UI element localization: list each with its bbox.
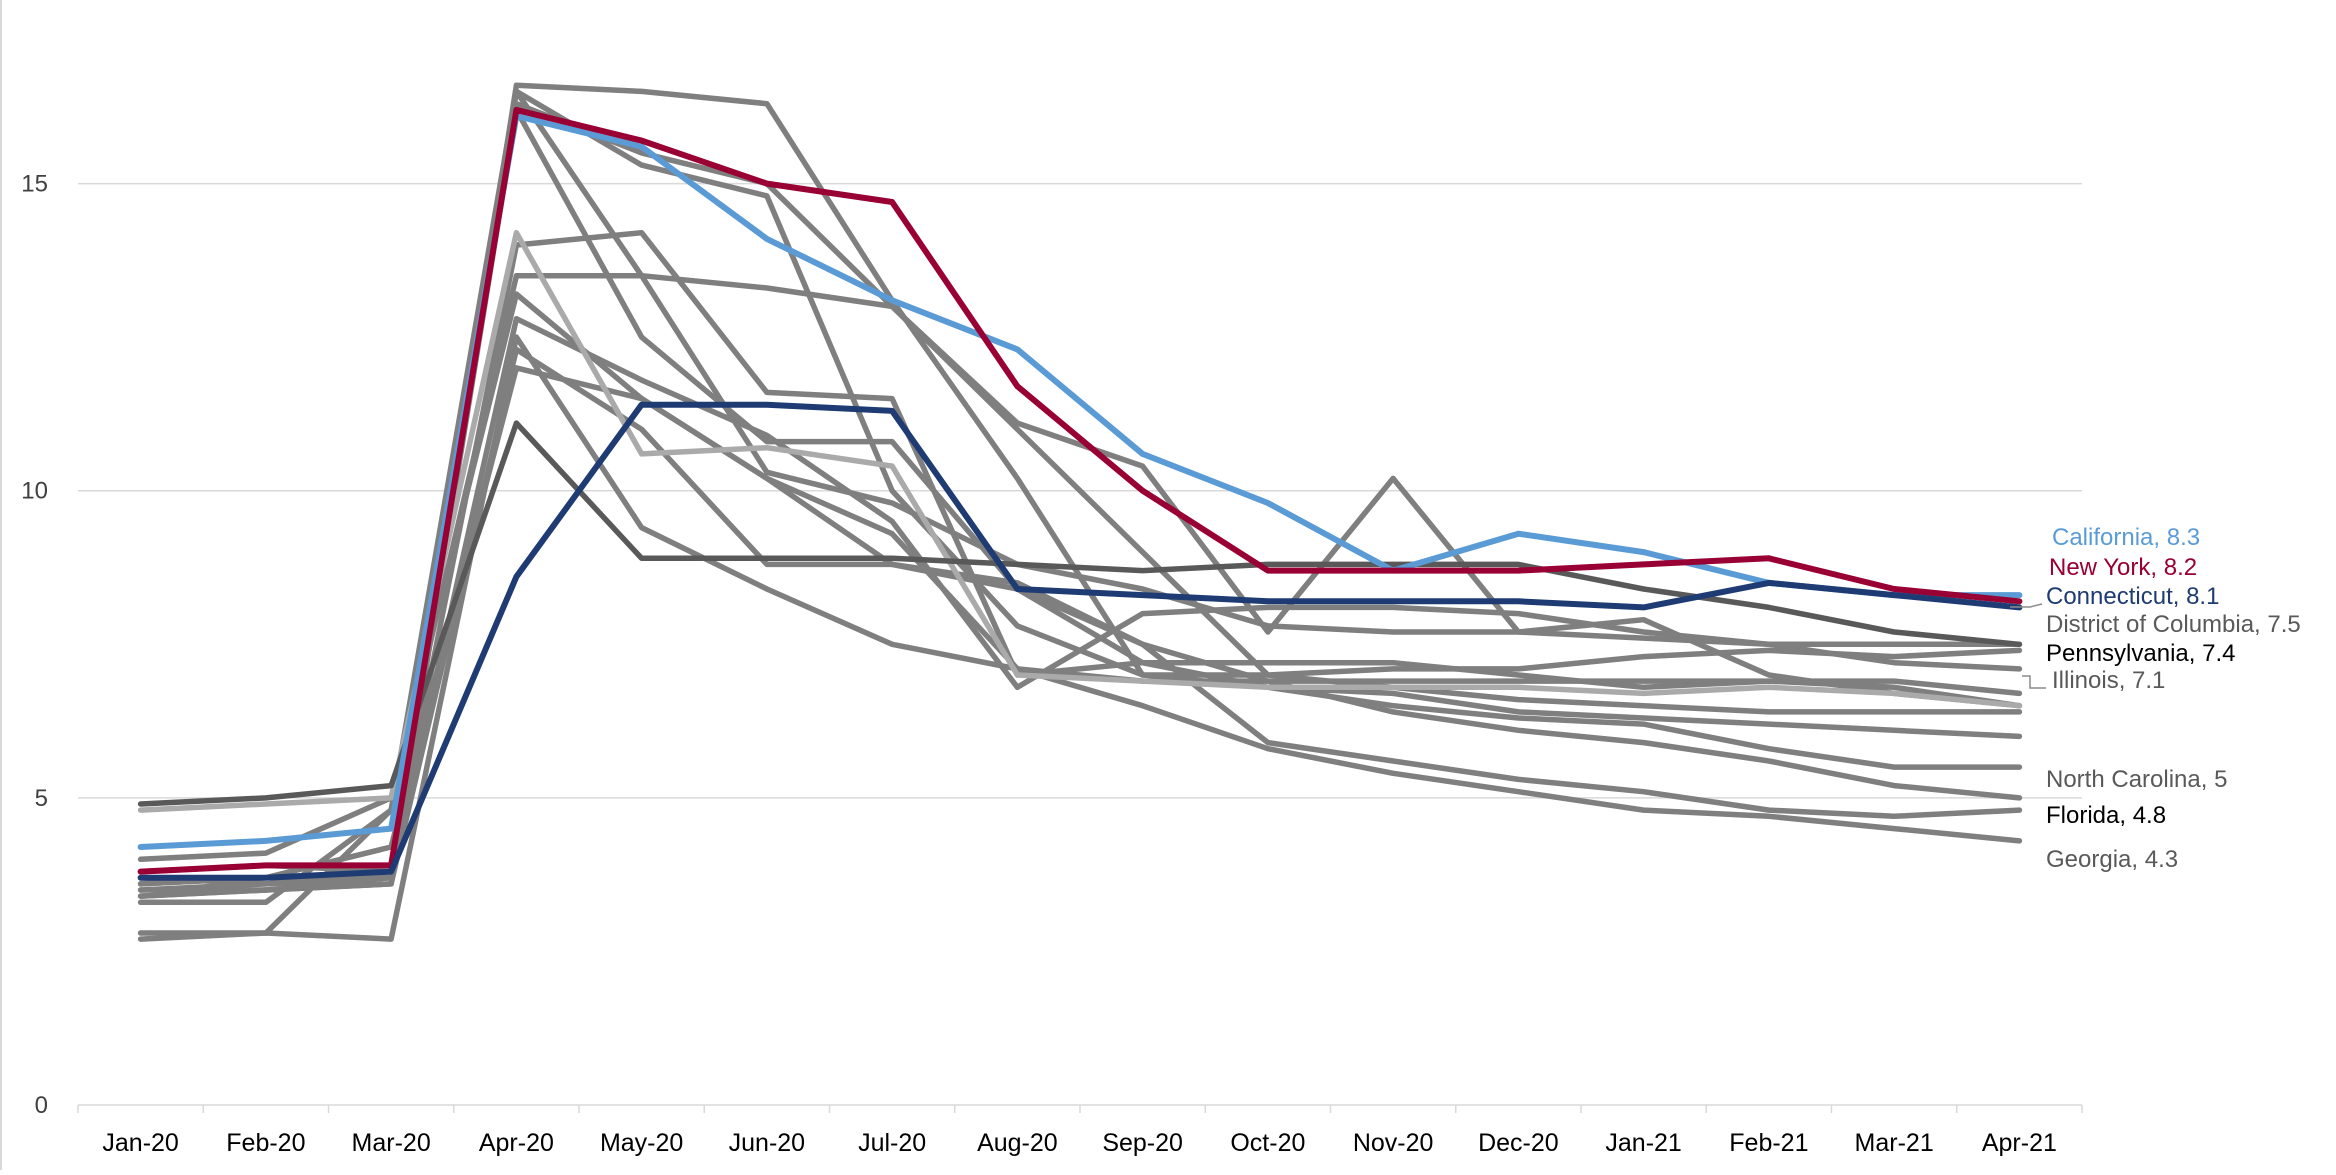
x-tick-label: Sep-20 (1102, 1129, 1183, 1157)
x-tick-label: May-20 (600, 1129, 683, 1157)
series-lines (137, 82, 2023, 942)
x-tick-label: Feb-21 (1729, 1129, 1808, 1157)
x-axis: Jan-20 Feb-20 Mar-20 Apr-20 May-20 Jun-20 Jul-… (77, 1104, 2083, 1157)
x-tick-label: Apr-21 (1982, 1129, 2057, 1157)
x-tick-label: Feb-20 (226, 1129, 305, 1157)
y-tick-label: 5 (35, 785, 48, 812)
end-label: Illinois, 7.1 (2052, 667, 2165, 694)
end-label: Pennsylvania, 7.4 (2046, 640, 2235, 667)
series-line (137, 100, 2023, 887)
end-label: Georgia, 4.3 (2046, 846, 2178, 873)
y-tick-label: 15 (21, 171, 48, 198)
series-line (137, 229, 2023, 875)
leader-line (2022, 675, 2046, 689)
series-line (137, 291, 2023, 863)
end-label: California, 8.3 (2052, 524, 2200, 551)
x-tick-label: Jul-20 (858, 1129, 926, 1157)
y-axis-ticks: 0 5 10 15 (21, 171, 48, 1119)
y-tick-label: 0 (35, 1092, 48, 1119)
series-line (137, 88, 2023, 906)
series-line (137, 401, 2023, 881)
end-label: Connecticut, 8.1 (2046, 583, 2219, 610)
x-tick-label: Jan-20 (102, 1129, 178, 1157)
series-line (137, 229, 2023, 813)
end-label: Florida, 4.8 (2046, 802, 2166, 829)
end-label: District of Columbia, 7.5 (2046, 611, 2301, 638)
series-line (137, 106, 2023, 875)
x-tick-label: Dec-20 (1478, 1129, 1559, 1157)
end-label: North Carolina, 5 (2046, 766, 2227, 793)
x-tick-label: Apr-20 (479, 1129, 554, 1157)
end-labels: California, 8.3 New York, 8.2Connecticut,… (2010, 524, 2301, 873)
x-tick-label: Aug-20 (977, 1129, 1058, 1157)
x-tick-label: Jun-20 (729, 1129, 805, 1157)
series-line (137, 346, 2023, 899)
x-tick-label: Jan-21 (1605, 1129, 1681, 1157)
leader-line (2010, 603, 2043, 608)
x-tick-label: Nov-20 (1353, 1129, 1434, 1157)
end-label: New York, 8.2 (2049, 554, 2197, 581)
x-tick-label: Mar-21 (1855, 1129, 1934, 1157)
y-tick-label: 10 (21, 478, 48, 505)
series-line (137, 334, 2023, 942)
x-tick-label: Oct-20 (1230, 1129, 1305, 1157)
x-tick-label: Mar-20 (352, 1129, 431, 1157)
